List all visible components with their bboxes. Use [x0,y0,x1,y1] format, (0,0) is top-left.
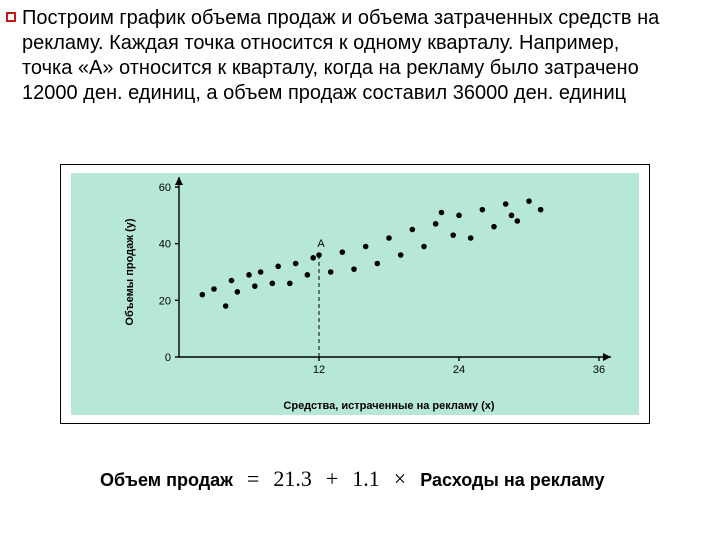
scatter-chart: 0 20 40 60 12 24 36 Средства, истраченные на ре… [71,173,639,415]
eq-intercept: 21.3 [273,466,312,492]
eq-slope: 1.1 [352,466,380,492]
regression-equation: Объем продаж = 21.3 + 1.1 × Расходы на р… [100,466,605,492]
svg-text:40: 40 [159,239,171,251]
eq-rhs: Расходы на рекламу [420,470,604,491]
svg-text:0: 0 [165,352,171,364]
chart-container: 0 20 40 60 12 24 36 Средства, истраченные на ре… [60,164,650,424]
svg-text:A: A [317,238,325,250]
svg-text:60: 60 [159,182,171,194]
eq-equals: = [247,466,259,492]
eq-times: × [394,466,406,492]
svg-text:24: 24 [453,364,465,376]
slide-paragraph: Построим график объема продаж и объема з… [22,6,662,106]
svg-text:36: 36 [593,364,605,376]
eq-plus: + [326,466,338,492]
svg-text:Объемы продаж (y): Объемы продаж (y) [124,218,136,325]
svg-text:20: 20 [159,295,171,307]
eq-lhs: Объем продаж [100,470,233,491]
svg-text:Средства, истраченные на рекла: Средства, истраченные на рекламу (x) [283,400,495,412]
bullet-icon [6,12,16,22]
svg-text:12: 12 [313,364,325,376]
